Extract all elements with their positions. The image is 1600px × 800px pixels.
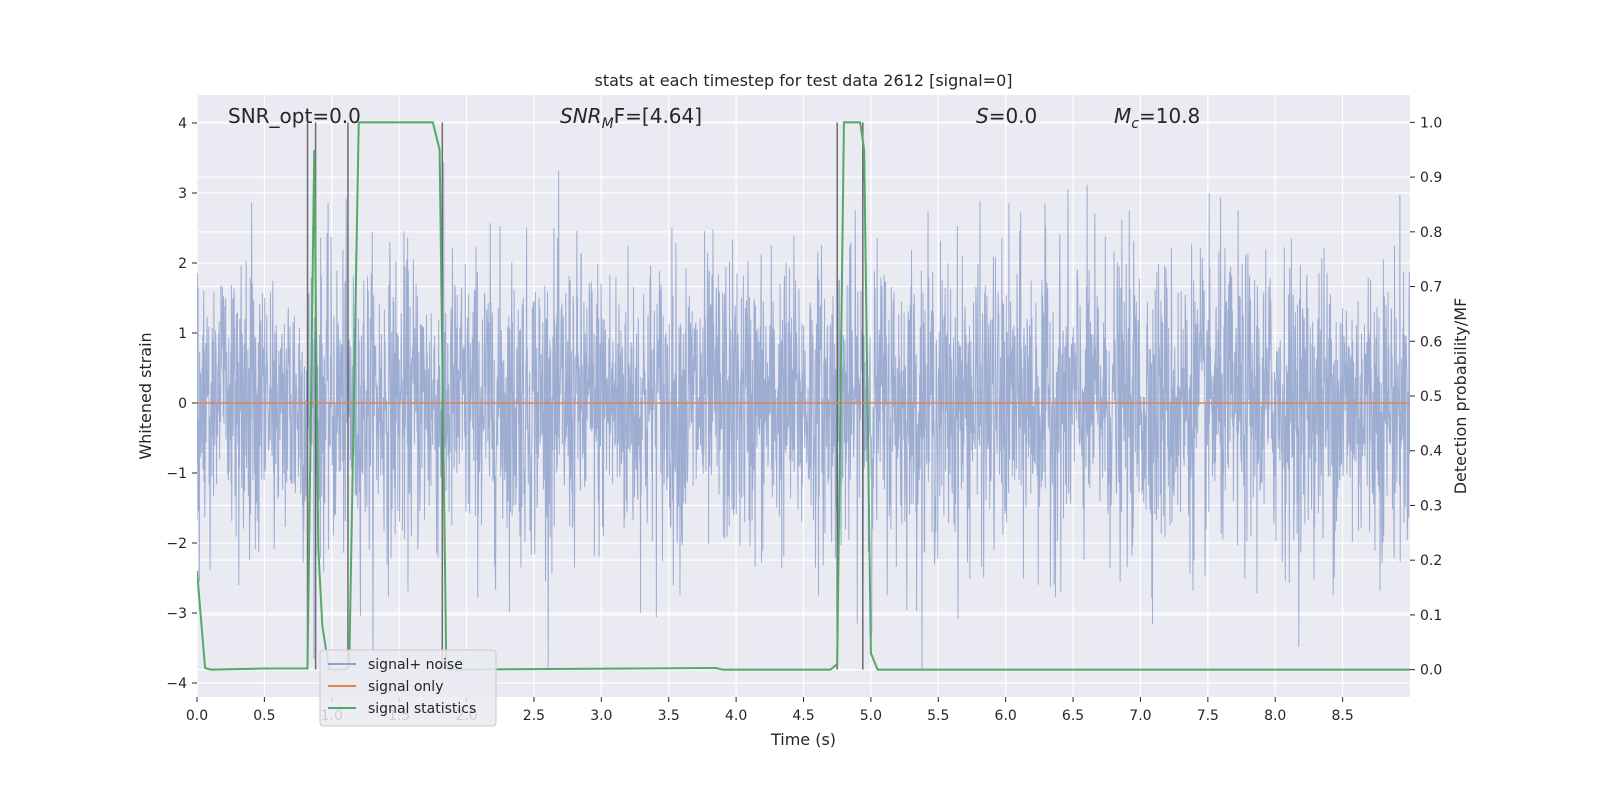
annotation-mc-subscript: c [1131, 116, 1139, 132]
right-y-axis-label: Detection probability/MF [1451, 298, 1470, 495]
left-y-tick-label: −1 [166, 466, 187, 482]
legend-label-signal-statistics: signal statistics [368, 701, 476, 717]
annotation-mc: Mc=10.8 [1114, 104, 1200, 132]
left-y-tick-label: 1 [178, 326, 187, 342]
right-y-tick-label: 1.0 [1420, 115, 1442, 131]
annotation-s-value: =0.0 [989, 104, 1038, 128]
legend: signal+ noise signal only signal statist… [319, 649, 497, 727]
x-tick-label: 5.5 [927, 708, 949, 724]
right-y-tick-label: 0.5 [1420, 389, 1442, 405]
left-y-tick-label: −3 [166, 606, 187, 622]
series-signal-plus-noise-line [197, 162, 1410, 670]
x-tick-label: 7.0 [1129, 708, 1151, 724]
x-tick-label: 6.0 [995, 708, 1017, 724]
left-y-tick-label: 0 [178, 396, 187, 412]
x-tick-label: 3.0 [590, 708, 612, 724]
y-axis-label: Whitened strain [136, 332, 155, 459]
x-tick-label: 0.0 [186, 708, 208, 724]
annotation-snr-mf: SNRMF=[4.64] [560, 104, 702, 132]
annotation-s-symbol: S [976, 104, 989, 128]
right-y-tick-label: 0.9 [1420, 170, 1442, 186]
left-y-tick-label: 4 [178, 116, 187, 132]
right-y-tick-label: 0.1 [1420, 608, 1442, 624]
left-y-tick-label: −4 [166, 676, 187, 692]
legend-label-signal-only: signal only [368, 679, 443, 695]
x-tick-label: 8.5 [1331, 708, 1353, 724]
right-y-tick-label: 0.0 [1420, 663, 1442, 679]
right-y-tick-label: 0.7 [1420, 280, 1442, 296]
legend-label-signal-plus-noise: signal+ noise [368, 657, 463, 673]
x-axis-label: Time (s) [770, 730, 836, 749]
right-y-axis-ticks: 1.0 0.9 0.8 0.7 0.6 0.5 0.4 0.3 0.2 0.1 0.0 [1410, 115, 1442, 679]
annotation-snr-mf-value: F=[4.64] [614, 104, 702, 128]
annotation-mc-symbol: M [1114, 104, 1131, 128]
x-tick-label: 0.5 [253, 708, 275, 724]
right-y-tick-label: 0.8 [1420, 225, 1442, 241]
left-y-tick-label: −2 [166, 536, 187, 552]
left-y-tick-label: 2 [178, 256, 187, 272]
legend-box [319, 649, 497, 727]
x-tick-label: 3.5 [658, 708, 680, 724]
x-tick-label: 4.0 [725, 708, 747, 724]
x-tick-label: 8.0 [1264, 708, 1286, 724]
right-y-tick-label: 0.2 [1420, 553, 1442, 569]
left-y-tick-label: 3 [178, 186, 187, 202]
x-tick-label: 6.5 [1062, 708, 1084, 724]
left-y-axis-ticks: 4 3 2 1 0 −1 −2 −3 −4 [166, 116, 197, 692]
annotation-snr-mf-subscript: M [602, 116, 614, 132]
annotation-snr-mf-symbol: SNR [560, 104, 602, 128]
event-marker-lines [306, 122, 864, 670]
right-y-tick-label: 0.6 [1420, 334, 1442, 350]
annotation-s: S=0.0 [976, 104, 1037, 128]
x-tick-label: 2.5 [523, 708, 545, 724]
right-y-tick-label: 0.4 [1420, 444, 1442, 460]
plot-area [197, 121, 1410, 671]
chart-title: stats at each timestep for test data 261… [594, 71, 1012, 90]
series-signal-statistics-line [197, 121, 1410, 671]
x-tick-label: 5.0 [860, 708, 882, 724]
annotation-mc-value: =10.8 [1139, 104, 1200, 128]
annotation-snr-opt: SNR_opt=0.0 [228, 104, 361, 128]
x-tick-label: 7.5 [1197, 708, 1219, 724]
right-y-tick-label: 0.3 [1420, 498, 1442, 514]
x-tick-label: 4.5 [792, 708, 814, 724]
